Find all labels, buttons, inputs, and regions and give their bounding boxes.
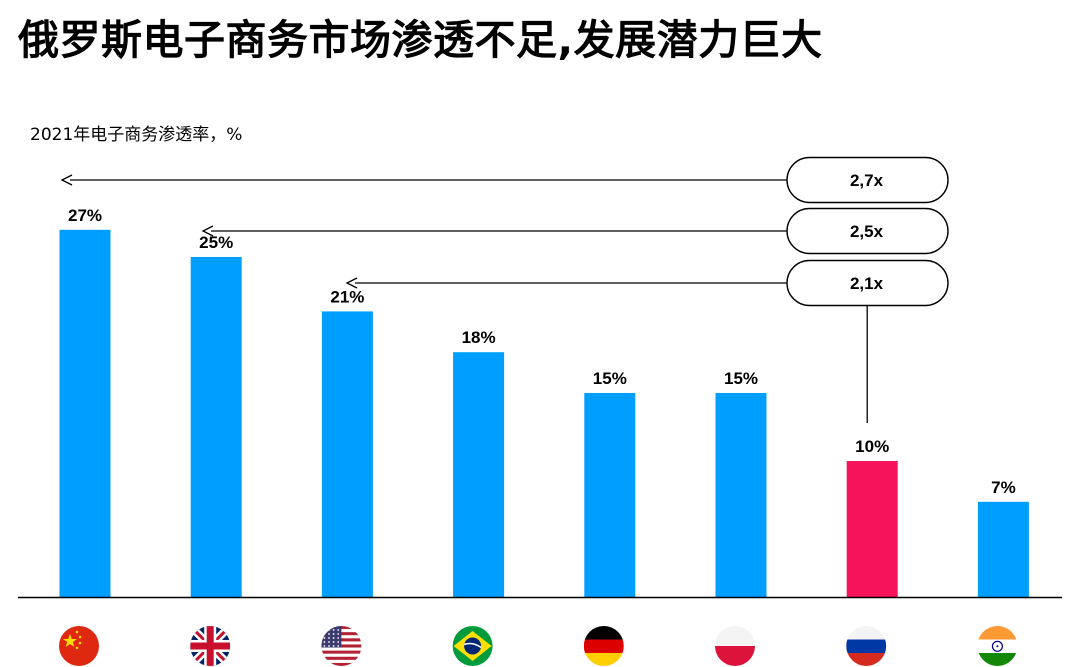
bar-brazil [453, 352, 505, 597]
arrow-head-icon [60, 174, 73, 186]
arrow-head-icon [201, 225, 214, 237]
multiplier-label: 2,5x [850, 222, 884, 241]
arrow-head-icon [345, 277, 358, 289]
multiplier-label: 2,7x [850, 171, 884, 190]
bar-germany [584, 393, 636, 597]
data-label: 27% [68, 206, 102, 225]
data-label: 15% [724, 369, 758, 388]
uk-flag-icon [190, 626, 231, 666]
multiplier-pill [786, 207, 949, 255]
data-label: 10% [855, 437, 889, 456]
bar-china [59, 229, 111, 598]
bar-usa [321, 311, 373, 597]
chart-subtitle: 2021年电子商务渗透率，% [30, 125, 243, 145]
data-label: 7% [991, 478, 1016, 497]
multiplier-pill [786, 259, 949, 307]
multiplier-label: 2,1x [850, 274, 884, 293]
page-title: 俄罗斯电子商务市场渗透不足,发展潜力巨大 [18, 16, 823, 64]
brazil-flag-icon [452, 626, 493, 666]
bar-india [977, 501, 1029, 597]
data-label: 21% [330, 287, 364, 306]
usa-flag-icon [321, 626, 362, 666]
data-label: 25% [199, 233, 233, 252]
china-flag-icon [59, 626, 99, 666]
india-flag-icon [977, 626, 1018, 666]
germany-flag-icon [583, 626, 624, 666]
poland-flag-icon [715, 626, 755, 666]
data-label: 18% [462, 328, 496, 347]
bar-uk [190, 257, 242, 597]
data-label: 15% [593, 369, 627, 388]
bar-poland [715, 393, 767, 597]
bar-russia [846, 461, 898, 597]
multiplier-pill [786, 156, 949, 204]
russia-flag-icon [846, 626, 887, 666]
